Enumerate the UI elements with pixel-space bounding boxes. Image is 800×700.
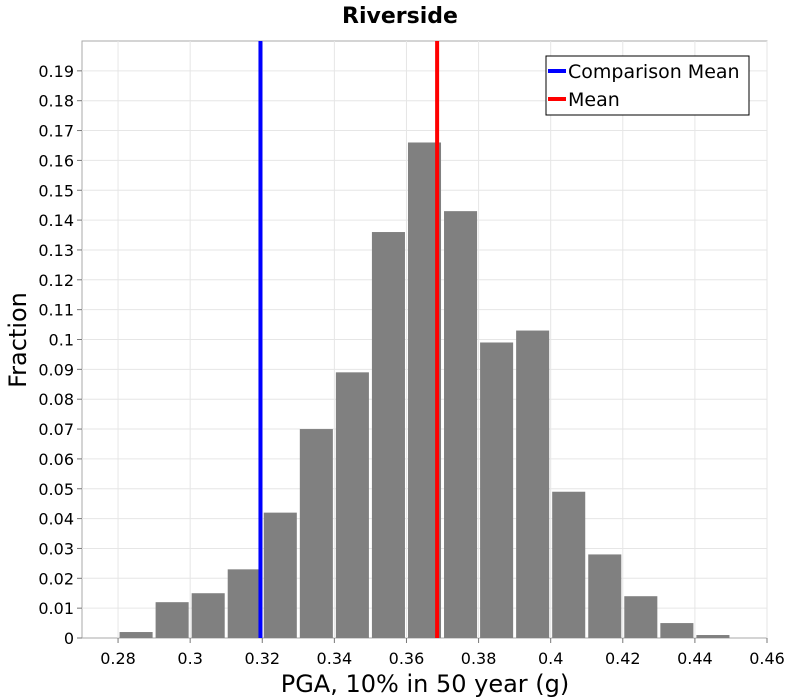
y-axis-title: Fraction: [4, 292, 32, 388]
histogram-bar: [335, 372, 369, 638]
histogram-bar: [480, 342, 514, 638]
y-tick-label: 0.15: [38, 181, 74, 200]
y-tick-label: 0.07: [38, 420, 74, 439]
x-tick-label: 0.4: [538, 649, 563, 668]
histogram-bar: [444, 211, 478, 638]
histogram-bar: [227, 569, 261, 638]
histogram-bar: [516, 330, 550, 638]
histogram-bar: [588, 554, 622, 638]
x-tick-label: 0.28: [100, 649, 136, 668]
y-axis-ticks: 0 0.01 0.02 0.03 0.04 0.05 0.06 0.07 0.08 0.09 0.1…: [38, 62, 82, 648]
histogram-bar: [552, 491, 586, 638]
y-tick-label: 0.17: [38, 122, 74, 141]
y-tick-label: 0.05: [38, 480, 74, 499]
x-tick-label: 0.46: [749, 649, 785, 668]
y-tick-label: 0: [64, 629, 74, 648]
histogram-bar: [371, 232, 405, 639]
y-tick-label: 0.16: [38, 151, 74, 170]
y-tick-label: 0.1: [49, 331, 74, 350]
y-tick-label: 0.09: [38, 360, 74, 379]
y-tick-label: 0.03: [38, 539, 74, 558]
histogram-bar: [299, 429, 333, 638]
y-tick-label: 0.14: [38, 211, 74, 230]
legend-label: Comparison Mean: [568, 61, 740, 83]
x-axis-ticks: 0.28 0.3 0.32 0.34 0.36 0.38 0.4 0.42 0.44 0.46: [100, 638, 785, 668]
bars: [119, 142, 730, 639]
x-tick-label: 0.42: [605, 649, 641, 668]
histogram-bar: [119, 632, 153, 638]
legend-label: Mean: [568, 89, 620, 111]
legend: Comparison Mean Mean: [545, 55, 750, 116]
x-tick-label: 0.3: [177, 649, 202, 668]
histogram-bar: [155, 602, 189, 638]
x-tick-label: 0.36: [389, 649, 425, 668]
histogram-bar: [263, 512, 297, 638]
histogram-bar: [696, 635, 730, 638]
chart-title: Riverside: [342, 4, 458, 29]
y-tick-label: 0.12: [38, 271, 74, 290]
y-tick-label: 0.04: [38, 510, 74, 529]
histogram-bar: [624, 596, 658, 638]
y-tick-label: 0.13: [38, 241, 74, 260]
x-axis-title: PGA, 10% in 50 year (g): [281, 670, 570, 698]
legend-box: [545, 55, 750, 116]
x-tick-label: 0.32: [244, 649, 280, 668]
y-tick-label: 0.18: [38, 92, 74, 111]
y-tick-label: 0.06: [38, 450, 74, 469]
y-tick-label: 0.08: [38, 390, 74, 409]
histogram-bar: [191, 593, 225, 638]
y-tick-label: 0.11: [38, 301, 74, 320]
y-tick-label: 0.01: [38, 599, 74, 618]
histogram-bar: [660, 623, 694, 638]
y-tick-label: 0.02: [38, 569, 74, 588]
x-tick-label: 0.34: [317, 649, 353, 668]
x-tick-label: 0.38: [461, 649, 497, 668]
x-tick-label: 0.44: [677, 649, 713, 668]
reference-lines: [258, 41, 440, 638]
y-tick-label: 0.19: [38, 62, 74, 81]
